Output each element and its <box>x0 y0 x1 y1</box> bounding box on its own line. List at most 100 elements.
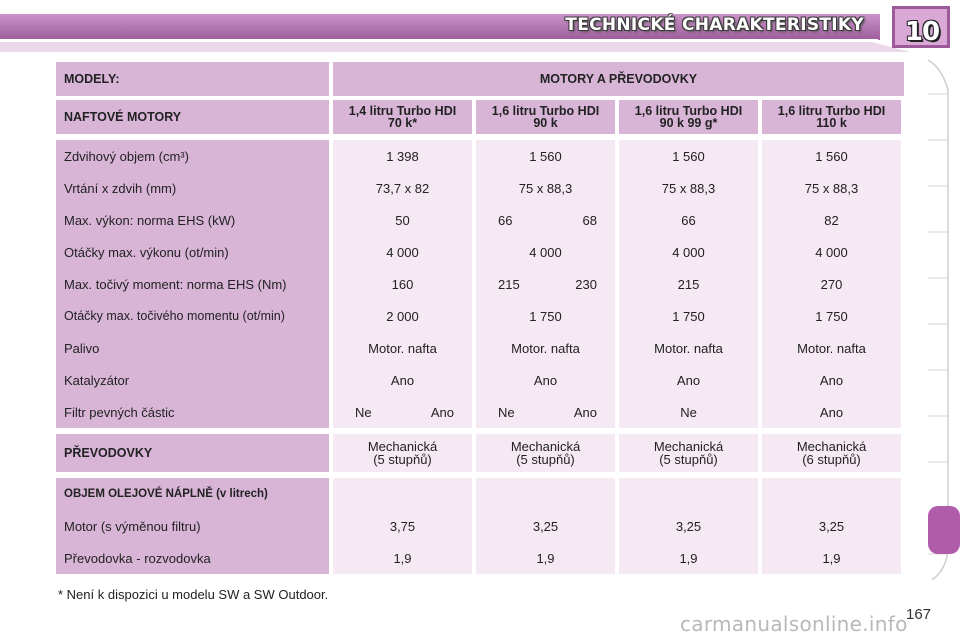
spec-value: Ne <box>680 404 697 420</box>
engine-name: 1,6 litru Turbo HDI <box>777 104 886 118</box>
spec-value: 160 <box>391 276 414 292</box>
spec-label: Max. výkon: norma EHS (kW) <box>64 212 236 228</box>
spec-value: Motor. nafta <box>654 340 723 356</box>
spec-value: 1 560 <box>529 148 562 164</box>
gearbox-cell: Mechanická (5 stupňů) <box>476 434 615 472</box>
spec-value-cell: 75 x 88,3 <box>762 172 901 204</box>
oil-value: 1,9 <box>679 550 698 566</box>
spec-value-cell: Motor. nafta <box>762 332 901 364</box>
gearbox-type: Mechanická <box>510 439 581 454</box>
spec-values-column: 1 560 75 x 88,3 66 68 4 000 215 230 1 750 Motor.… <box>476 140 615 428</box>
engine-name: 1,6 litru Turbo HDI <box>634 104 743 118</box>
engine-power: 90 k <box>533 116 558 130</box>
spec-value: 1 398 <box>386 148 419 164</box>
spec-value: Ano <box>390 372 415 388</box>
spec-value-cell: 66 68 <box>476 204 615 236</box>
spec-label: Max. točivý moment: norma EHS (Nm) <box>64 276 287 292</box>
spec-label: Katalyzátor <box>64 372 130 388</box>
engine-name: 1,4 litru Turbo HDI <box>348 104 457 118</box>
oil-row-label: Motor (s výměnou filtru) <box>64 518 201 534</box>
engine-power: 70 k* <box>387 116 418 130</box>
footnote: * Není k dispozici u modelu SW a SW Outd… <box>58 587 329 602</box>
table-row-gearbox: PŘEVODOVKY Mechanická (5 stupňů) Mechani… <box>56 434 904 472</box>
spec-value: Ne <box>355 404 372 420</box>
spec-value: Ne <box>498 404 515 420</box>
spec-value: 4 000 <box>672 244 705 260</box>
page-header: TECHNICKÉ CHARAKTERISTIKY 10 <box>0 0 960 52</box>
spec-value: 1 750 <box>815 308 848 324</box>
spec-label: Vrtání x zdvih (mm) <box>64 180 177 196</box>
watermark: carmanualsonline.info <box>680 612 908 636</box>
gearbox-speeds: (5 stupňů) <box>373 452 432 467</box>
gearbox-cell: Mechanická (5 stupňů) <box>619 434 758 472</box>
oil-value: 3,25 <box>818 518 845 534</box>
spec-label: Palivo <box>64 340 100 356</box>
spec-value-cell: 1 560 <box>762 140 901 172</box>
table-row-engines: NAFTOVÉ MOTORY 1,4 litru Turbo HDI 70 k*… <box>56 100 904 134</box>
gearbox-cell: Mechanická (6 stupňů) <box>762 434 901 472</box>
spec-value-cell: 75 x 88,3 <box>619 172 758 204</box>
spec-value-cell: 1 750 <box>762 300 901 332</box>
models-label: MODELY: <box>56 62 329 96</box>
spec-value: 2 000 <box>386 308 419 324</box>
spec-value: 4 000 <box>386 244 419 260</box>
spec-value-cell: 1 750 <box>476 300 615 332</box>
spec-value-cell: Ano <box>619 364 758 396</box>
spec-value-cell: Ne Ano <box>333 396 472 428</box>
gearbox-type: Mechanická <box>796 439 867 454</box>
spec-value-cell: 66 <box>619 204 758 236</box>
spec-value-cell: Motor. nafta <box>476 332 615 364</box>
spec-values-column: 1 398 73,7 x 82 50 4 000 160 2 000 Motor. naft… <box>333 140 472 428</box>
spec-value: Motor. nafta <box>797 340 866 356</box>
spec-value-cell: 270 <box>762 268 901 300</box>
spec-value-cell: 1 398 <box>333 140 472 172</box>
spec-value: 66 <box>498 212 513 228</box>
spec-label: Otáčky max. výkonu (ot/min) <box>64 244 229 260</box>
spec-value: 75 x 88,3 <box>661 180 716 196</box>
oil-label: OBJEM OLEJOVÉ NÁPLNĚ (v litrech) <box>64 488 268 500</box>
spec-value: 73,7 x 82 <box>375 180 430 196</box>
spec-value: Motor. nafta <box>511 340 580 356</box>
spec-label: Otáčky max. točivého momentu (ot/min) <box>64 309 285 323</box>
spec-value-cell: 1 750 <box>619 300 758 332</box>
spec-label: Filtr pevných částic <box>64 404 175 420</box>
spec-block: Zdvihový objem (cm³) Vrtání x zdvih (mm)… <box>56 140 904 428</box>
spec-value-cell: 4 000 <box>333 236 472 268</box>
gearbox-cell: Mechanická (5 stupňů) <box>333 434 472 472</box>
engine-header: 1,6 litru Turbo HDI 90 k <box>476 100 615 134</box>
spec-value: Motor. nafta <box>368 340 437 356</box>
spec-value: 50 <box>395 212 410 228</box>
oil-values-column: 3,25 1,9 <box>762 478 901 574</box>
spec-value: Ano <box>533 372 558 388</box>
spec-value: 270 <box>820 276 843 292</box>
spec-value: Ano <box>430 404 454 420</box>
spec-value: 1 560 <box>672 148 705 164</box>
oil-values-column: 3,75 1,9 <box>333 478 472 574</box>
spec-value: 215 <box>498 276 520 292</box>
spec-value: 75 x 88,3 <box>804 180 859 196</box>
spec-value-cell: 4 000 <box>762 236 901 268</box>
spec-value: 1 750 <box>672 308 705 324</box>
engines-label: NAFTOVÉ MOTORY <box>56 100 329 134</box>
spec-value: 1 560 <box>815 148 848 164</box>
engine-power: 90 k 99 g* <box>659 116 718 130</box>
spec-value: 4 000 <box>815 244 848 260</box>
gearbox-speeds: (6 stupňů) <box>802 452 861 467</box>
spec-value-cell: 215 <box>619 268 758 300</box>
spec-label: Zdvihový objem (cm³) <box>64 148 189 164</box>
oil-value: 1,9 <box>822 550 841 566</box>
spec-value-cell: 73,7 x 82 <box>333 172 472 204</box>
spec-value: 66 <box>681 212 696 228</box>
spec-value-cell: Ano <box>333 364 472 396</box>
spec-value: 215 <box>677 276 700 292</box>
spec-value-cell: Ne Ano <box>476 396 615 428</box>
gearbox-speeds: (5 stupňů) <box>659 452 718 467</box>
oil-block: OBJEM OLEJOVÉ NÁPLNĚ (v litrech) Motor (… <box>56 478 904 574</box>
spec-value: Ano <box>819 372 844 388</box>
oil-value: 1,9 <box>536 550 555 566</box>
spec-value-cell: Motor. nafta <box>619 332 758 364</box>
spec-value-cell: 4 000 <box>619 236 758 268</box>
page-title: TECHNICKÉ CHARAKTERISTIKY <box>565 15 864 35</box>
chapter-number: 10 <box>904 17 940 47</box>
spec-value-cell: 75 x 88,3 <box>476 172 615 204</box>
